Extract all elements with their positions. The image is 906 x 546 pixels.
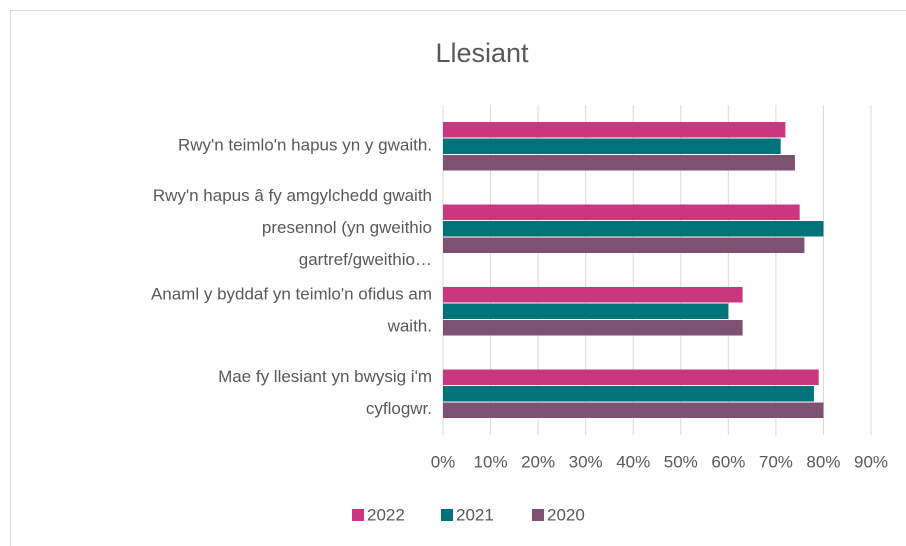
bar xyxy=(443,138,781,154)
x-tick-label: 70% xyxy=(759,452,793,471)
x-tick-label: 0% xyxy=(431,452,456,471)
bar xyxy=(443,386,814,402)
x-tick-label: 40% xyxy=(616,452,650,471)
legend-swatch xyxy=(352,509,364,521)
bar xyxy=(443,237,805,253)
x-tick-label: 90% xyxy=(854,452,888,471)
bar xyxy=(443,303,729,319)
y-tick-label: Mae fy llesiant yn bwysig i'm cyflogwr. xyxy=(218,367,432,418)
legend-swatch xyxy=(532,509,544,521)
legend-label: 2022 xyxy=(367,505,405,524)
x-tick-label: 80% xyxy=(806,452,840,471)
legend-swatch xyxy=(441,509,453,521)
bar xyxy=(443,221,824,237)
bar xyxy=(443,320,743,336)
x-tick-label: 30% xyxy=(569,452,603,471)
bar xyxy=(443,155,795,171)
bar xyxy=(443,369,819,385)
bar xyxy=(443,204,800,220)
bar xyxy=(443,287,743,303)
y-tick-label: Rwy'n teimlo'n hapus yn y gwaith. xyxy=(178,136,432,155)
y-tick-label: Anaml y byddaf yn teimlo'n ofidus am wait… xyxy=(151,285,432,336)
x-tick-label: 10% xyxy=(474,452,508,471)
bar xyxy=(443,402,824,418)
chart-frame xyxy=(10,10,906,546)
bar xyxy=(443,122,786,138)
x-tick-label: 50% xyxy=(664,452,698,471)
x-tick-label: 20% xyxy=(521,452,555,471)
x-tick-label: 60% xyxy=(711,452,745,471)
legend-label: 2021 xyxy=(456,505,494,524)
y-tick-label: Rwy'n hapus â fy amgylchedd gwaith presen… xyxy=(153,186,432,269)
chart-title: Llesiant xyxy=(435,38,529,68)
legend-label: 2020 xyxy=(547,505,585,524)
